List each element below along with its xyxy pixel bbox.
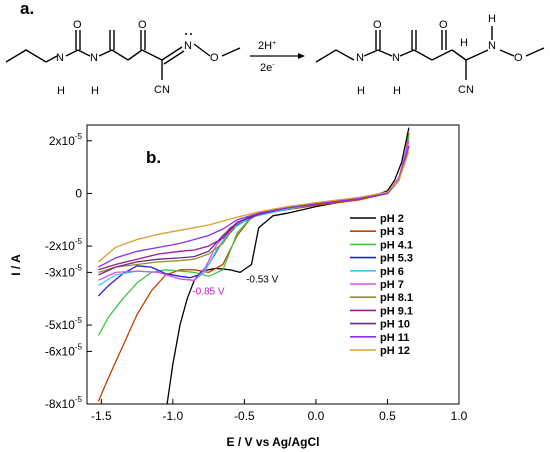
reagent-protons: 2H+: [258, 40, 276, 52]
atom-o2: O: [138, 19, 147, 31]
atom-h1: H: [357, 85, 365, 97]
voltammogram-chart: b. -1.5 -1.0 -0.5 0.0 0.5 1.0 2x10-5 0 -2x10-5 -…: [9, 124, 468, 449]
series-line-ph-12: [97, 151, 410, 263]
legend-label: pH 7: [380, 279, 404, 291]
y-axis-ticks: 2x10-5 0 -2x10-5 -3x10-5 -5x10-5 -6x10-5 -8x10…: [45, 132, 92, 411]
x-tick-label: -1.0: [163, 409, 184, 423]
atom-h2: H: [91, 85, 99, 97]
panel-label-a: a.: [20, 0, 34, 18]
peak-annotation: -0.53 V: [246, 274, 279, 285]
atom-o1: O: [73, 19, 82, 31]
atom-cn: CN: [154, 84, 170, 96]
reactant-structure: [5, 30, 241, 80]
y-tick-label: -2x10-5: [45, 237, 83, 253]
product-structure: [315, 26, 545, 80]
atom-n3: N: [184, 40, 192, 52]
atom-h3: H: [460, 37, 468, 49]
atom-cn: CN: [458, 84, 474, 96]
series-line-ph-4-1: [97, 135, 410, 336]
legend-label: pH 2: [380, 213, 404, 225]
series-line-ph-2: [166, 127, 410, 405]
x-axis-ticks: -1.5 -1.0 -0.5 0.0 0.5 1.0: [91, 399, 468, 423]
atom-n1: N: [356, 52, 364, 64]
y-tick-label: -3x10-5: [45, 263, 83, 279]
legend-label: pH 5.3: [380, 253, 413, 265]
series-lines: [97, 127, 410, 405]
atom-h2: H: [393, 85, 401, 97]
y-tick-label: -8x10-5: [45, 395, 83, 411]
y-axis-title: I / A: [9, 254, 23, 276]
lone-pair-dot: [190, 33, 192, 35]
x-tick-label: -0.5: [234, 409, 255, 423]
y-tick-label: 2x10-5: [49, 132, 83, 148]
reagent-electrons: 2e-: [260, 62, 275, 74]
atom-o2: O: [439, 19, 448, 31]
x-axis-title: E / V vs Ag/AgCl: [227, 435, 320, 449]
panel-label-b: b.: [146, 148, 161, 167]
series-line-ph-11: [98, 145, 410, 268]
atom-o3: O: [514, 52, 523, 64]
lone-pair-dot: [185, 33, 187, 35]
x-tick-label: -1.5: [91, 409, 112, 423]
peak-annotation: -0.85 V: [192, 286, 225, 297]
x-tick-label: 0.0: [308, 409, 325, 423]
atom-h1: H: [57, 85, 65, 97]
y-tick-label: -5x10-5: [45, 316, 83, 332]
legend-label: pH 12: [380, 345, 410, 357]
x-tick-label: 1.0: [451, 409, 468, 423]
reaction-arrow: 2H+ 2e-: [250, 40, 305, 74]
legend: pH 2pH 3pH 4.1 pH 5.3pH 6pH 7pH 8.1pH 9.1…: [350, 213, 413, 357]
peak-annotations: -0.53 V -0.85 V: [192, 274, 278, 297]
series-line-ph-7: [98, 140, 410, 281]
x-tick-label: 0.5: [379, 409, 396, 423]
product-atoms: N H O N H O H H N O CN: [356, 13, 523, 97]
legend-label: pH 6: [380, 266, 404, 278]
legend-label: pH 8.1: [380, 292, 413, 304]
atom-n2: N: [90, 52, 98, 64]
y-tick-label: 0: [75, 186, 82, 200]
atom-h4: H: [488, 13, 496, 25]
atom-n2: N: [392, 52, 400, 64]
atom-n3: N: [488, 40, 496, 52]
legend-label: pH 4.1: [380, 239, 413, 251]
legend-label: pH 3: [380, 226, 404, 238]
legend-label: pH 10: [380, 319, 410, 331]
legend-label: pH 9.1: [380, 305, 413, 317]
atom-n1: N: [56, 52, 64, 64]
reaction-scheme: a. N H O N H O: [5, 0, 545, 97]
atom-o3: O: [210, 52, 219, 64]
atom-o1: O: [373, 19, 382, 31]
y-tick-label: -6x10-5: [45, 342, 83, 358]
legend-label: pH 11: [380, 332, 409, 344]
plot-frame: [86, 124, 460, 405]
reactant-atoms: N H O N H O N O CN: [56, 19, 219, 97]
